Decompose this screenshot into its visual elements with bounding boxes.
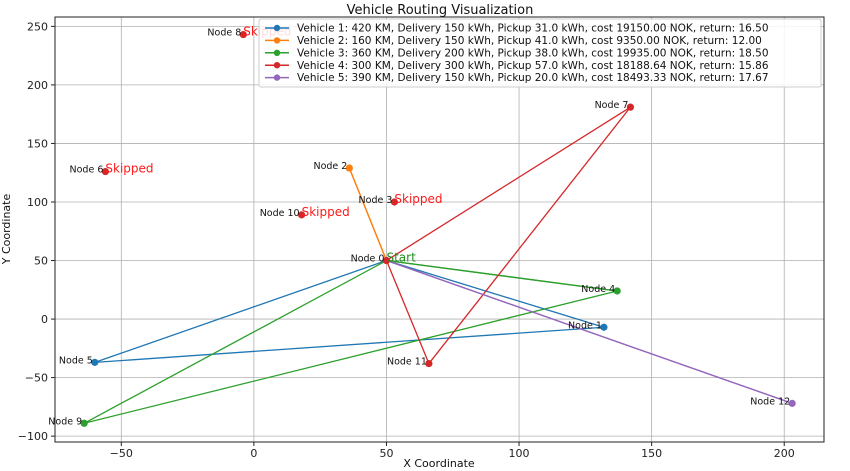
node-marker: [613, 287, 621, 295]
legend-box: [258, 18, 822, 88]
node-marker: [425, 359, 433, 368]
skipped-annotation: Skipped: [302, 205, 350, 219]
legend-marker: [273, 49, 281, 56]
node-label: Node 12: [750, 396, 790, 407]
x-tick-label: 100: [509, 447, 530, 460]
node-marker: [91, 358, 99, 366]
legend-entry: Vehicle 5: 390 KM, Delivery 150 kWh, Pic…: [297, 72, 769, 84]
x-tick-label: 0: [250, 447, 257, 460]
legend-entry: Vehicle 4: 300 KM, Delivery 300 kWh, Pic…: [297, 60, 769, 72]
node-label: Node 11: [387, 357, 427, 368]
x-tick-label: 200: [774, 447, 795, 460]
nodes: [80, 30, 796, 427]
y-tick-label: 200: [27, 79, 48, 92]
legend-entry: Vehicle 2: 160 KM, Delivery 150 kWh, Pic…: [297, 35, 762, 47]
legend-entry: Vehicle 3: 360 KM, Delivery 200 kWh, Pic…: [297, 47, 769, 59]
node-marker: [345, 164, 353, 172]
axis-ticks: −50 0 50 100 150 200 −100 −50 0 50 100 150 200 250: [18, 20, 795, 460]
legend-marker: [273, 74, 281, 81]
route-segment-vehicle-3: [386, 259, 618, 292]
node-label: Node 9: [48, 416, 82, 427]
x-tick-label: 50: [379, 447, 393, 460]
y-tick-label: 250: [27, 20, 48, 33]
skipped-annotation: Skipped: [105, 162, 153, 176]
node-marker: [626, 103, 635, 111]
node-label: Node 4: [581, 284, 615, 295]
node-marker: [390, 198, 399, 206]
x-axis-label: X Coordinate: [403, 457, 475, 470]
node-label: Node 7: [595, 100, 629, 111]
node-marker: [101, 167, 109, 176]
node-marker: [382, 256, 391, 265]
node-marker: [788, 399, 796, 407]
legend-marker: [273, 61, 281, 69]
legend-marker: [273, 24, 281, 32]
node-label: Node 1: [568, 320, 602, 331]
route-segment-vehicle-1: [94, 326, 604, 364]
route-segment-vehicle-4: [385, 260, 430, 364]
node-marker: [600, 323, 608, 331]
y-tick-label: 50: [34, 255, 48, 268]
x-tick-label: −50: [110, 447, 133, 460]
node-label: Node 0: [351, 254, 385, 265]
route-segment-vehicle-5: [386, 259, 793, 404]
route-segment-vehicle-4: [428, 106, 631, 364]
node-label: Node 3: [359, 195, 393, 206]
legend-entry: Vehicle 1: 420 KM, Delivery 150 kWh, Pic…: [297, 23, 769, 35]
legend: Vehicle 1: 420 KM, Delivery 150 kWh, Pic…: [258, 18, 822, 88]
node-label: Node 5: [59, 355, 93, 366]
node-label: Node 10: [260, 208, 300, 219]
route-segment-vehicle-2: [348, 167, 388, 261]
y-tick-label: 150: [27, 137, 48, 150]
node-marker: [239, 30, 247, 39]
plot-frame: [54, 16, 825, 443]
x-tick-label: 150: [641, 447, 662, 460]
node-labels: Node 0 Node 1 Node 2 Node 3 Node 4 Node 5 Node…: [48, 25, 790, 428]
y-tick-label: 0: [41, 313, 48, 326]
node-marker: [298, 211, 306, 219]
chart-title: Vehicle Routing Visualization: [347, 3, 534, 18]
node-label: Node 8: [207, 28, 241, 39]
route-segment-vehicle-1: [94, 259, 387, 363]
route-segment-vehicle-3: [84, 290, 618, 424]
y-tick-label: 100: [27, 196, 48, 209]
legend-marker: [273, 37, 281, 44]
start-annotation: Start: [386, 251, 416, 265]
node-label: Node 6: [70, 165, 104, 176]
skipped-annotation: Skipped: [394, 192, 442, 206]
route-segment-vehicle-4: [386, 106, 631, 262]
routes: [83, 106, 793, 424]
y-tick-label: −50: [25, 372, 48, 385]
node-marker: [80, 419, 88, 427]
y-axis-label: Y Coordinate: [0, 194, 13, 266]
y-tick-label: −100: [18, 430, 48, 443]
node-label: Node 2: [313, 161, 347, 172]
route-segment-vehicle-3: [83, 259, 387, 424]
route-segment-vehicle-1: [386, 259, 605, 328]
